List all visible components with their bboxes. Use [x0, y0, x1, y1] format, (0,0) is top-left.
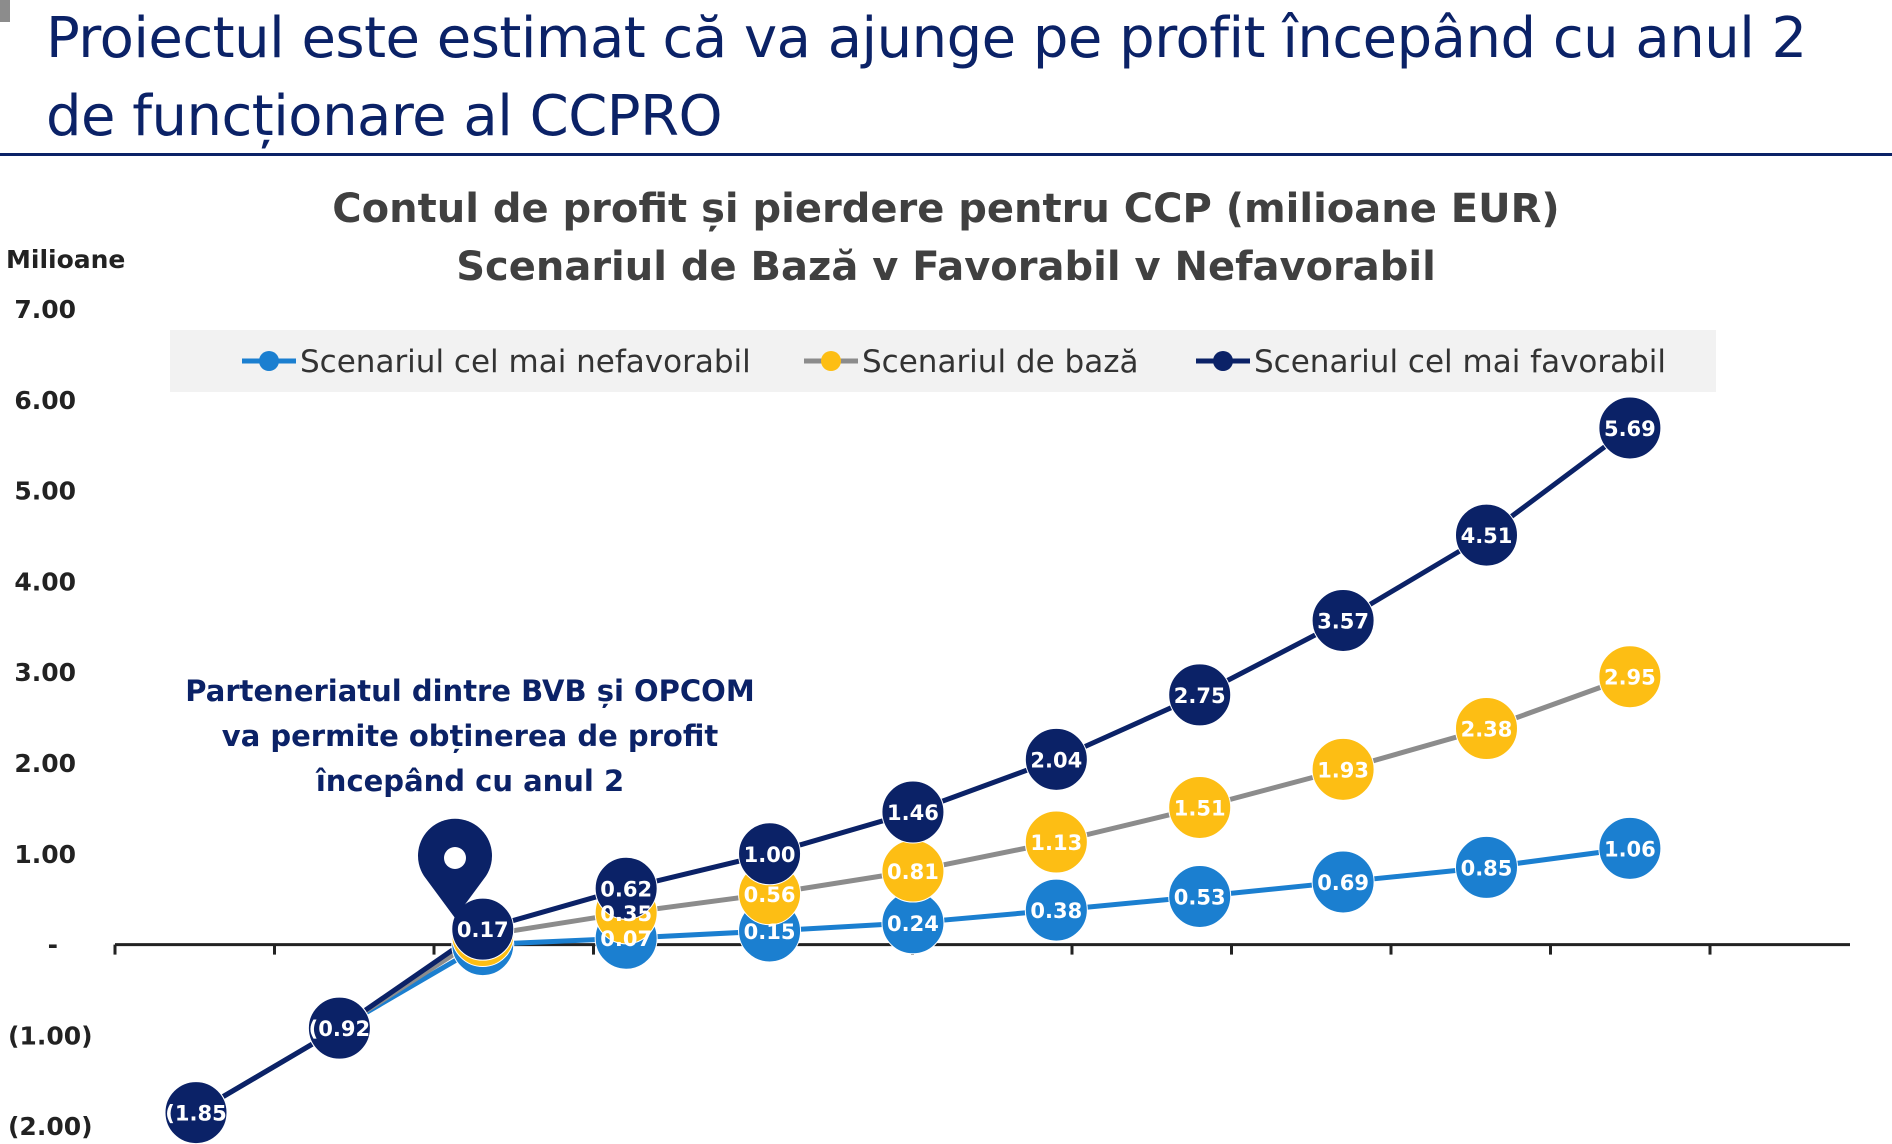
data-label: 2.95	[1604, 666, 1656, 690]
title-divider	[0, 153, 1892, 156]
data-label: 0.56	[744, 883, 796, 907]
legend-label: Scenariul cel mai nefavorabil	[300, 344, 751, 380]
chart-title: Contul de profit și pierdere pentru CCP …	[332, 186, 1559, 232]
annotation: Parteneriatul dintre BVB și OPCOM va per…	[185, 674, 755, 918]
data-point	[594, 856, 658, 920]
data-point	[1454, 835, 1518, 899]
data-label: 2.75	[1174, 684, 1226, 708]
data-point	[1024, 878, 1088, 942]
legend-label: Scenariul de bază	[862, 344, 1138, 380]
slide-title-line-1: Proiectul este estimat că va ajunge pe p…	[46, 6, 1807, 71]
data-point	[1311, 588, 1375, 652]
data-label: 1.93	[1317, 758, 1369, 782]
chart-subtitle: Scenariul de Bază v Favorabil v Nefavora…	[456, 244, 1436, 290]
data-point	[1024, 810, 1088, 874]
legend-marker	[259, 351, 279, 371]
data-point	[451, 897, 515, 961]
legend-background	[170, 330, 1716, 392]
data-point	[307, 996, 371, 1060]
annotation-line-1: Parteneriatul dintre BVB și OPCOM	[185, 674, 754, 708]
data-label: (0.92	[309, 1017, 370, 1041]
data-label: 1.13	[1030, 831, 1082, 855]
data-label: 1.51	[1174, 796, 1226, 820]
data-point	[1168, 775, 1232, 839]
legend-marker	[821, 351, 841, 371]
data-point	[881, 780, 945, 844]
y-tick-label: (1.00)	[8, 1021, 93, 1050]
data-label: 1.46	[887, 801, 939, 825]
data-label: 0.81	[887, 860, 939, 884]
data-label: 0.38	[1030, 899, 1082, 923]
slide-title: Proiectul este estimat că va ajunge pe p…	[46, 0, 1826, 156]
x-axis	[113, 943, 1850, 955]
y-tick-label: 6.00	[14, 386, 76, 415]
data-label: 2.04	[1030, 748, 1082, 772]
data-label: 3.57	[1317, 609, 1369, 633]
data-label: 0.07	[600, 927, 652, 951]
data-label: 2.38	[1461, 717, 1513, 741]
y-tick-label: 2.00	[14, 749, 76, 778]
y-axis-ticks: (2.00) (1.00) - 1.00 2.00 3.00 4.00 5.00 6.00 7.0…	[8, 295, 93, 1141]
data-point	[1454, 696, 1518, 760]
map-pin-icon	[418, 818, 492, 918]
y-tick-label: (2.00)	[8, 1112, 93, 1141]
series-points: (1.85 (0.92 0.17 0.070.350.62 0.15 0.56 1.00 0.…	[164, 396, 1662, 1144]
data-label: 1.00	[744, 843, 796, 867]
legend-marker	[1213, 351, 1233, 371]
data-label: 0.17	[457, 918, 509, 942]
data-label: 0.53	[1174, 885, 1226, 909]
data-point	[738, 822, 802, 886]
y-tick-label: 3.00	[14, 658, 76, 687]
legend: Scenariul cel mai nefavorabil Scenariul d…	[242, 344, 1666, 380]
corner-mark	[0, 0, 10, 22]
data-label: 0.69	[1317, 871, 1369, 895]
data-point	[1598, 645, 1662, 709]
data-label: 0.62	[600, 877, 652, 901]
legend-label: Scenariul cel mai favorabil	[1254, 344, 1666, 380]
y-tick-label: 1.00	[14, 840, 76, 869]
annotation-line-2: va permite obținerea de profit	[222, 719, 719, 753]
y-tick-label: 7.00	[14, 295, 76, 324]
data-label: 0.15	[744, 920, 796, 944]
y-tick-label: 5.00	[14, 477, 76, 506]
data-label: 1.06	[1604, 837, 1656, 861]
y-axis-unit-label: Milioane	[6, 245, 125, 274]
data-point	[1598, 396, 1662, 460]
data-label: 4.51	[1461, 524, 1513, 548]
data-label: 0.35	[600, 902, 652, 926]
data-point	[1598, 816, 1662, 880]
data-point	[1454, 503, 1518, 567]
data-label: 0.24	[887, 912, 939, 936]
slide-title-line-2: de funcționare al CCPRO	[46, 84, 723, 149]
data-point	[1311, 737, 1375, 801]
y-tick-label: -	[48, 931, 58, 960]
data-label: 0.85	[1461, 856, 1513, 880]
data-label: (1.85	[165, 1102, 226, 1126]
data-point	[1168, 663, 1232, 727]
data-label: 5.69	[1604, 417, 1656, 441]
y-tick-label: 4.00	[14, 567, 76, 596]
data-point	[1024, 727, 1088, 791]
data-point	[1311, 850, 1375, 914]
annotation-line-3: începând cu anul 2	[315, 764, 624, 798]
data-point	[1168, 864, 1232, 928]
